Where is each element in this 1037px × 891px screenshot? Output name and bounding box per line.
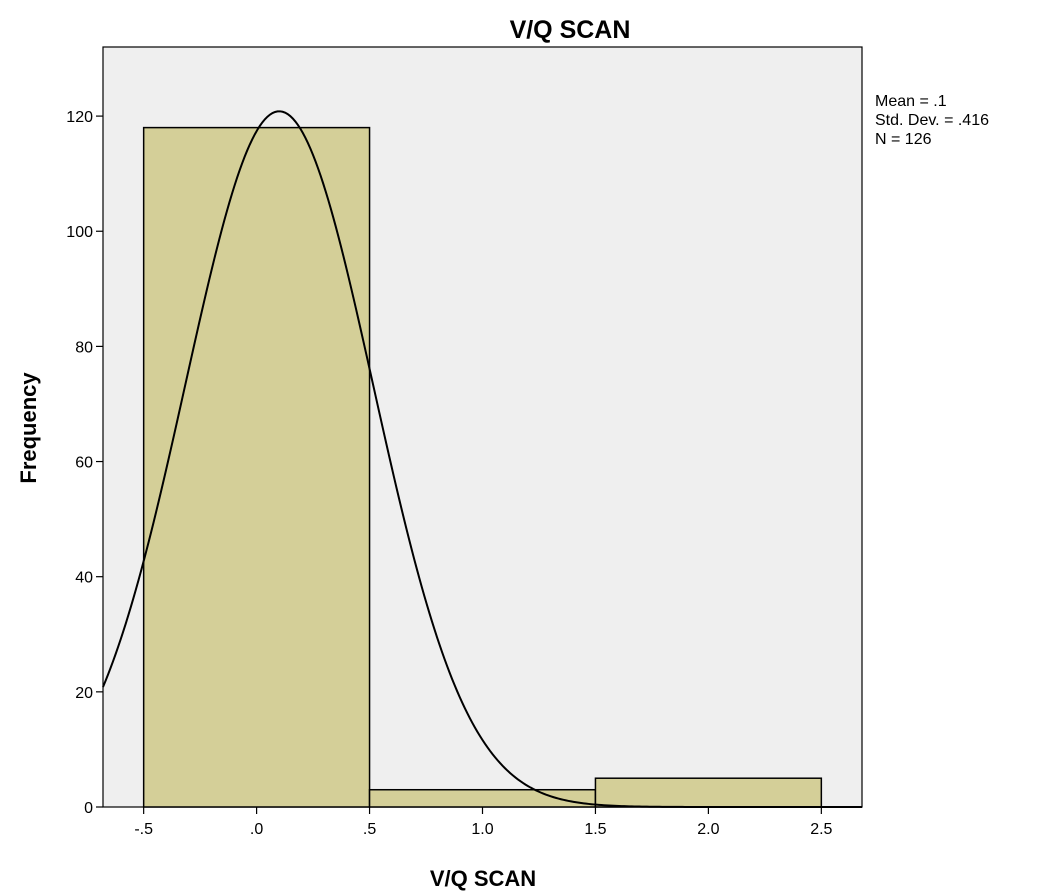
y-tick-label: 40 — [75, 570, 93, 587]
chart-title: V/Q SCAN — [510, 16, 631, 44]
x-tick-label: .5 — [363, 821, 376, 838]
x-tick-label: -.5 — [134, 821, 153, 838]
histogram-bar — [142, 126, 371, 808]
x-tick-label: .0 — [250, 821, 263, 838]
x-axis: -.5 .0 .5 1.0 1.5 2.0 2.5 — [134, 807, 833, 838]
x-tick-label: 2.0 — [697, 821, 719, 838]
y-axis: 0 20 40 60 80 100 120 — [66, 109, 103, 817]
x-tick-label: 1.0 — [471, 821, 493, 838]
y-tick-label: 60 — [75, 455, 93, 472]
x-tick-label: 2.5 — [810, 821, 832, 838]
normal-curve — [102, 110, 862, 808]
x-axis-label: V/Q SCAN — [430, 866, 536, 891]
stat-n: N = 126 — [875, 131, 932, 148]
stat-mean: Mean = .1 — [875, 93, 947, 110]
y-tick-label: 100 — [66, 224, 93, 241]
y-tick-label: 120 — [66, 109, 93, 126]
y-tick-label: 80 — [75, 339, 93, 356]
y-axis-label: Frequency — [16, 372, 41, 484]
stat-std-dev: Std. Dev. = .416 — [875, 112, 989, 129]
bars-group — [142, 126, 823, 808]
stats-box: Mean = .1 Std. Dev. = .416 N = 126 — [875, 93, 989, 148]
histogram-bar — [594, 777, 823, 808]
y-tick-label: 20 — [75, 685, 93, 702]
x-tick-label: 1.5 — [584, 821, 606, 838]
y-tick-label: 0 — [84, 800, 93, 817]
